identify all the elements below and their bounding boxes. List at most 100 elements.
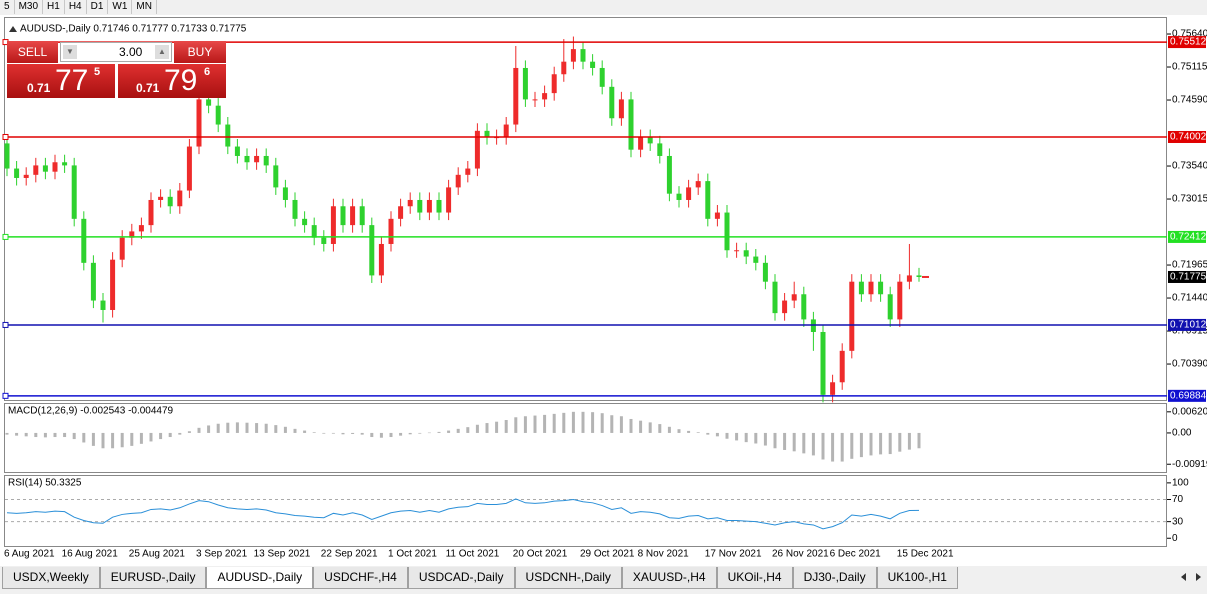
candle-body: [446, 187, 452, 213]
lots-up[interactable]: ▲: [155, 45, 169, 59]
level-label: 0.69884: [1170, 390, 1207, 401]
candle-body: [129, 231, 135, 238]
sell-price[interactable]: 0.71 77 5: [7, 64, 115, 98]
macd-bar: [168, 432, 172, 438]
candle-body: [820, 331, 826, 395]
scroll-left[interactable]: [1181, 573, 1186, 581]
macd-bar: [15, 432, 19, 436]
level-label-bg: [1168, 36, 1206, 49]
buy-price-big: 0.71: [136, 81, 160, 95]
candle-body: [33, 165, 39, 175]
macd-bar: [821, 432, 825, 460]
macd-bar: [706, 432, 710, 435]
candle-body: [657, 143, 663, 156]
candle-body: [839, 350, 845, 383]
rsi-panel: [4, 475, 1167, 547]
timeframe-button[interactable]: H4: [65, 0, 87, 14]
lots-down[interactable]: ▼: [63, 45, 77, 59]
y-tick-label: 0.73540: [1172, 161, 1207, 172]
candle-body: [753, 256, 759, 263]
timeframe-button[interactable]: W1: [108, 0, 133, 14]
candle-body: [234, 146, 240, 156]
macd-panel: [4, 403, 1167, 473]
x-tick-label: 3 Sep 2021: [196, 549, 248, 560]
macd-bar: [783, 432, 787, 450]
candle-body: [398, 206, 404, 219]
candle-body: [42, 165, 48, 172]
candle-body: [23, 174, 29, 178]
macd-bar: [677, 429, 681, 433]
macd-bar: [658, 424, 662, 433]
candle-body: [628, 99, 634, 150]
candle-body: [263, 155, 269, 166]
level-label-bg: [1168, 318, 1206, 331]
level-label: 0.74002: [1170, 132, 1207, 143]
macd-bar: [610, 415, 614, 433]
chart-tab[interactable]: UKOil-,H4: [716, 567, 793, 589]
sell-button[interactable]: SELL: [7, 41, 58, 63]
chart-tab[interactable]: DJ30-,Daily: [792, 567, 877, 589]
candle-body: [695, 181, 701, 188]
candle-body: [71, 165, 77, 219]
candle-body: [14, 168, 20, 178]
chart-tab[interactable]: EURUSD-,Daily: [99, 567, 207, 589]
lots-box[interactable]: ▼ 3.00 ▲: [60, 42, 172, 62]
macd-bar: [370, 432, 374, 438]
macd-bar: [91, 432, 95, 446]
y-tick-label: 0.75640: [1172, 29, 1207, 40]
panel-title: RSI(14) 50.3325: [8, 478, 82, 489]
chart-tab[interactable]: AUDUSD-,Daily: [206, 567, 314, 589]
macd-bar: [293, 428, 297, 433]
chart-tab[interactable]: USDCNH-,Daily: [514, 567, 622, 589]
buy-price[interactable]: 0.71 79 6: [118, 64, 226, 98]
level-label: 0.71012: [1170, 320, 1207, 331]
lots-value[interactable]: 3.00: [119, 45, 143, 59]
candle-body: [282, 187, 288, 200]
macd-bar: [235, 422, 239, 433]
macd-bar: [831, 432, 835, 462]
macd-bar: [648, 422, 652, 433]
macd-bar: [34, 432, 38, 438]
macd-bar: [130, 432, 134, 446]
scroll-right[interactable]: [1196, 573, 1201, 581]
chart-tab[interactable]: USDX,Weekly: [2, 567, 100, 589]
macd-bar: [283, 426, 287, 433]
macd-bar: [63, 432, 67, 438]
candle-body: [311, 225, 317, 238]
chart-tab[interactable]: XAUUSD-,H4: [621, 567, 717, 589]
chart-tab[interactable]: UK100-,H1: [876, 567, 958, 589]
chart-tab[interactable]: USDCAD-,Daily: [407, 567, 515, 589]
candle-body: [378, 243, 384, 276]
candle-body: [90, 262, 96, 301]
last-price-label: 0.71775: [1170, 272, 1207, 283]
panel-title: AUDUSD-,Daily 0.71746 0.71777 0.71733 0.…: [20, 24, 247, 35]
macd-bar: [629, 418, 633, 433]
timeframe-button[interactable]: MN: [132, 0, 157, 14]
timeframe-button[interactable]: D1: [87, 0, 109, 14]
candle-body: [330, 206, 336, 244]
candle-body: [186, 146, 192, 191]
timeframe-button[interactable]: 5: [0, 0, 15, 14]
candle-body: [887, 294, 893, 320]
tab-scroll[interactable]: [1178, 571, 1206, 583]
candle-body: [455, 174, 461, 188]
candle-body: [532, 99, 538, 101]
macd-bar: [139, 432, 143, 444]
x-tick-label: 11 Oct 2021: [446, 549, 500, 560]
macd-bar: [792, 432, 796, 452]
chart-tab[interactable]: USDCHF-,H4: [313, 567, 408, 589]
timeframe-button[interactable]: M30: [15, 0, 44, 14]
macd-bar: [456, 428, 460, 433]
y-tick-label: 0.74590: [1172, 95, 1207, 106]
candle-body: [666, 155, 672, 194]
level-handle: [2, 133, 9, 140]
candle-body: [465, 168, 471, 175]
x-tick-label: 1 Oct 2021: [388, 549, 437, 560]
macd-bar: [811, 432, 815, 456]
candle-body: [206, 99, 212, 106]
macd-bar: [495, 421, 499, 433]
buy-button[interactable]: BUY: [174, 41, 226, 63]
macd-bar: [53, 432, 57, 438]
timeframe-button[interactable]: H1: [43, 0, 65, 14]
candle-body: [580, 49, 586, 62]
